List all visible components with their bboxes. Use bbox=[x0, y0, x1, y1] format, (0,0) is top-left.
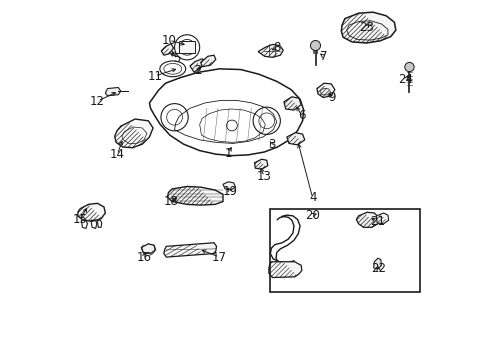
Polygon shape bbox=[163, 243, 216, 257]
Polygon shape bbox=[190, 59, 205, 72]
Polygon shape bbox=[223, 182, 235, 190]
Text: 7: 7 bbox=[319, 50, 326, 63]
Text: 3: 3 bbox=[267, 138, 275, 150]
Bar bbox=[269, 209, 419, 292]
Text: 2: 2 bbox=[194, 64, 201, 77]
Polygon shape bbox=[284, 97, 301, 110]
Text: 24: 24 bbox=[398, 73, 412, 86]
Text: 6: 6 bbox=[298, 109, 305, 122]
Polygon shape bbox=[356, 212, 378, 227]
Text: 22: 22 bbox=[370, 262, 385, 275]
Text: 16: 16 bbox=[136, 251, 151, 264]
Text: 9: 9 bbox=[328, 91, 335, 104]
Polygon shape bbox=[254, 159, 267, 169]
Circle shape bbox=[404, 62, 413, 72]
Circle shape bbox=[310, 41, 320, 50]
Polygon shape bbox=[115, 119, 153, 148]
Text: 17: 17 bbox=[211, 251, 226, 264]
Polygon shape bbox=[268, 262, 301, 278]
Polygon shape bbox=[105, 87, 121, 96]
Polygon shape bbox=[161, 44, 173, 55]
Text: 20: 20 bbox=[305, 209, 320, 222]
Polygon shape bbox=[341, 12, 395, 43]
Text: 21: 21 bbox=[369, 215, 384, 228]
Text: 15: 15 bbox=[73, 213, 87, 226]
Polygon shape bbox=[258, 44, 283, 57]
Text: 18: 18 bbox=[163, 195, 178, 208]
Polygon shape bbox=[141, 244, 155, 253]
Polygon shape bbox=[201, 55, 215, 67]
Polygon shape bbox=[373, 258, 381, 269]
Text: 8: 8 bbox=[272, 41, 280, 54]
Text: 5: 5 bbox=[172, 51, 180, 64]
Polygon shape bbox=[286, 133, 304, 145]
Polygon shape bbox=[179, 41, 195, 53]
Polygon shape bbox=[167, 186, 223, 205]
Text: 4: 4 bbox=[308, 192, 316, 204]
Text: 13: 13 bbox=[256, 170, 271, 183]
Text: 12: 12 bbox=[90, 95, 105, 108]
Text: 19: 19 bbox=[222, 185, 237, 198]
Text: 23: 23 bbox=[358, 22, 373, 35]
Polygon shape bbox=[376, 213, 388, 224]
Text: 14: 14 bbox=[109, 148, 124, 161]
Polygon shape bbox=[78, 203, 105, 221]
Polygon shape bbox=[316, 83, 334, 98]
Text: 10: 10 bbox=[162, 33, 176, 47]
Text: 1: 1 bbox=[224, 147, 232, 159]
Text: 11: 11 bbox=[147, 69, 162, 82]
